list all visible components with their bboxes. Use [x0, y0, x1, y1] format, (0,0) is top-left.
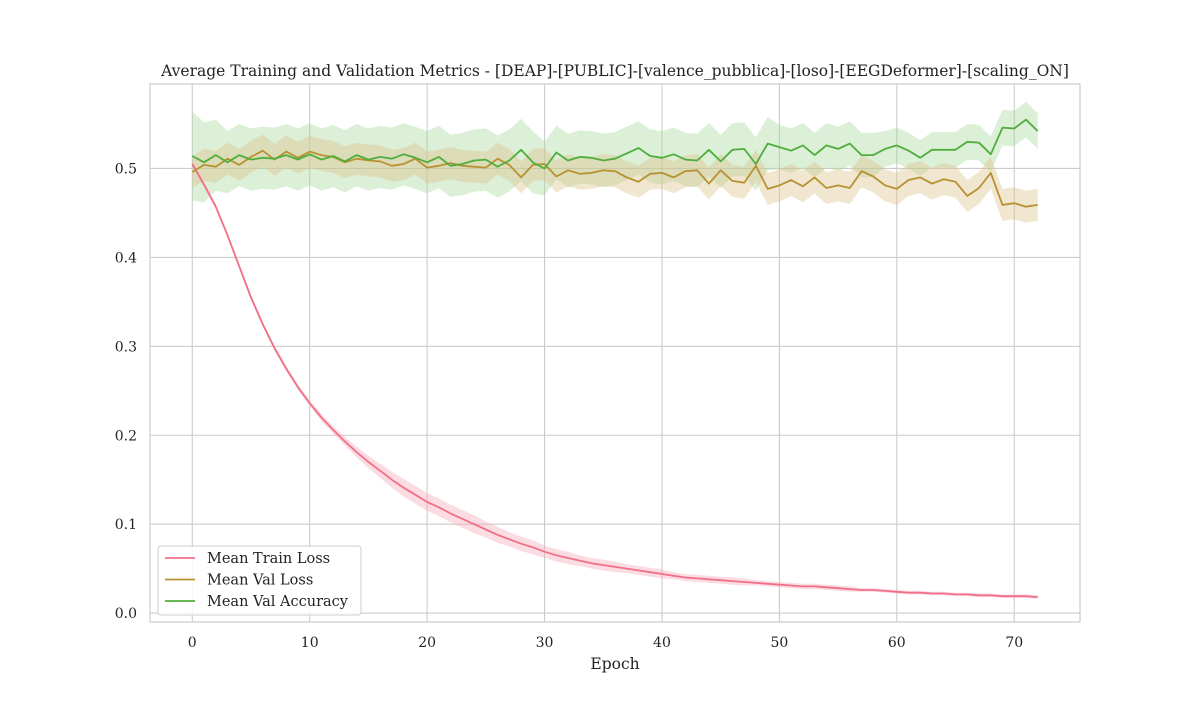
y-tick-label: 0.2: [115, 428, 137, 444]
confidence-band-2: [192, 101, 1038, 203]
y-tick-label: 0.1: [115, 517, 137, 533]
legend-label: Mean Val Accuracy: [207, 594, 349, 610]
series-line-2: [191, 118, 1039, 170]
x-axis-label: Epoch: [590, 655, 639, 673]
series-lines: [191, 118, 1039, 598]
x-tick-label: 70: [1005, 635, 1023, 651]
legend-label: Mean Train Loss: [207, 551, 330, 567]
confidence-band-0: [192, 161, 1038, 599]
confidence-band-1: [192, 134, 1038, 223]
x-tick-label: 10: [301, 635, 319, 651]
y-tick-label: 0.5: [115, 161, 137, 177]
series-line-0: [191, 163, 1038, 598]
tick-labels: 0 10 20 30 40 50 60 70 0.0 0.1 0.2 0.3 0.4 0.5: [115, 161, 1023, 651]
x-tick-label: 0: [188, 635, 197, 651]
legend: Mean Train Loss Mean Val Loss Mean Val Acc…: [157, 545, 362, 616]
x-tick-label: 60: [888, 635, 906, 651]
y-tick-label: 0.3: [115, 339, 137, 355]
x-tick-label: 30: [536, 635, 554, 651]
y-tick-label: 0.4: [115, 250, 137, 266]
chart-title: Average Training and Validation Metrics …: [160, 62, 1069, 80]
plot-area: [149, 83, 1081, 623]
x-tick-label: 50: [770, 635, 788, 651]
confidence-bands: [192, 101, 1038, 599]
legend-box: [157, 545, 362, 616]
legend-label: Mean Val Loss: [207, 573, 313, 589]
x-tick-label: 40: [653, 635, 671, 651]
x-tick-label: 20: [418, 635, 436, 651]
y-tick-label: 0.0: [115, 606, 137, 622]
